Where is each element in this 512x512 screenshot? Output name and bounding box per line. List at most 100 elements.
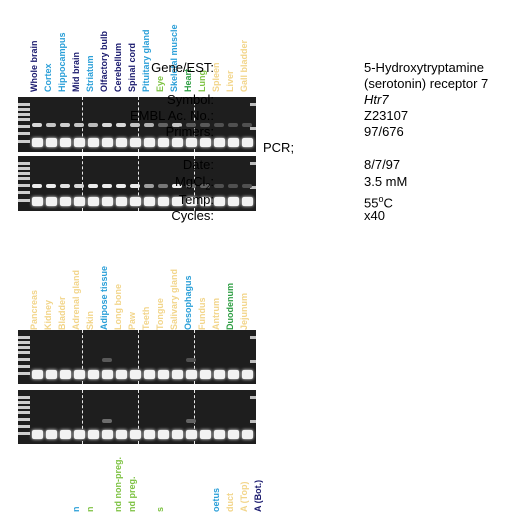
temp-value: 55oC: [364, 194, 393, 211]
primer-dimer-band: [143, 138, 155, 147]
primer-dimer-band: [101, 370, 113, 379]
ladder-band: [18, 396, 30, 399]
primer-dimer-band: [241, 138, 253, 147]
ladder-band: [18, 341, 30, 344]
ladder-band: [18, 406, 30, 409]
lane-label: Mid brain: [71, 52, 81, 92]
primer-dimer-band: [185, 138, 197, 147]
lane-label: Antrum: [211, 298, 221, 330]
ladder-band: [18, 358, 30, 361]
lane-label: nd preg.: [127, 476, 137, 512]
ladder-band: [18, 365, 30, 368]
symbol-key: Symbol:: [167, 92, 214, 107]
pcr-band: [228, 184, 238, 188]
primer-dimer-band: [199, 430, 211, 439]
primer-dimer-band: [213, 197, 225, 206]
pcr-band: [60, 123, 70, 127]
primer-dimer-band: [31, 430, 43, 439]
lane-label: Gall bladder: [239, 39, 249, 92]
lane-label: Eye: [155, 75, 165, 92]
lane-label: A (Top): [239, 481, 249, 512]
panel2-gel-bottom: [18, 390, 256, 444]
primer-dimer-band: [185, 197, 197, 206]
ladder-band: [250, 396, 256, 399]
primer-dimer-band: [227, 430, 239, 439]
pcr-band: [32, 123, 42, 127]
pcr-band: [186, 184, 196, 188]
pcr-band: [130, 184, 140, 188]
lane-label: Whole brain: [29, 40, 39, 93]
ladder-band: [18, 401, 30, 404]
lane-divider: [82, 156, 83, 211]
primer-dimer-band: [129, 197, 141, 206]
primer-dimer-band: [87, 370, 99, 379]
lane-label: Bladder: [57, 296, 67, 330]
lane-label: duct: [225, 493, 235, 512]
pcr-band: [200, 184, 210, 188]
date-value: 8/7/97: [364, 157, 401, 172]
primer-dimer-band: [185, 430, 197, 439]
lane-label: Teeth: [141, 306, 151, 330]
pcr-band: [74, 184, 84, 188]
lane-divider: [194, 330, 195, 384]
primer-dimer-band: [241, 197, 253, 206]
lane-divider: [82, 330, 83, 384]
ladder-band: [18, 167, 30, 170]
ladder-band: [250, 162, 256, 165]
primer-dimer-band: [171, 138, 183, 147]
pcr-band: [214, 184, 224, 188]
primer-dimer-band: [199, 138, 211, 147]
lane-label: nd non-preg.: [113, 457, 123, 512]
primer-dimer-band: [115, 197, 127, 206]
lane-label: Duodenum: [225, 283, 235, 330]
primer-dimer-band: [157, 370, 169, 379]
ladder-band: [18, 351, 30, 354]
primer-dimer-band: [227, 138, 239, 147]
pcr-band: [116, 123, 126, 127]
lane-label: Spinal cord: [127, 42, 137, 92]
primers-key: Primers:: [165, 124, 214, 139]
embl-key: EMBL Ac. No.:: [129, 108, 214, 123]
pcr-band: [172, 123, 182, 127]
mgcl-value: 3.5 mM: [364, 174, 408, 189]
pcr-band: [102, 419, 112, 423]
lane-label: Paw: [127, 311, 137, 330]
pcr-band: [186, 419, 196, 423]
lane-label: Cerebellum: [113, 42, 123, 92]
pcr-band: [88, 184, 98, 188]
lane-label: Pancreas: [29, 289, 39, 330]
primer-dimer-band: [59, 430, 71, 439]
ladder-band: [18, 199, 30, 202]
panel3-lane-labels: n n nd non-preg. nd preg. s oetus duct A (Top) A…: [30, 432, 270, 512]
ladder-band: [250, 336, 256, 339]
lane-label: Tongue: [155, 298, 165, 330]
ladder-band: [18, 425, 30, 428]
mgcl-key: MgCl2:: [175, 174, 214, 192]
primer-dimer-band: [45, 138, 57, 147]
lane-label: Jejunum: [239, 292, 249, 330]
primer-dimer-band: [227, 370, 239, 379]
pcr-band: [228, 123, 238, 127]
gene-key: Gene/EST:: [151, 60, 214, 75]
cycles-value: x40: [364, 208, 385, 223]
lane-label: oetus: [211, 487, 221, 512]
pcr-band: [32, 184, 42, 188]
pcr-band: [88, 123, 98, 127]
pcr-band: [242, 184, 252, 188]
lane-label: Salivary gland: [169, 268, 179, 330]
ladder-band: [250, 127, 256, 130]
pcr-band: [158, 184, 168, 188]
primer-dimer-band: [73, 430, 85, 439]
lane-label: s: [155, 506, 165, 512]
primer-dimer-band: [241, 370, 253, 379]
primer-dimer-band: [115, 138, 127, 147]
ladder-band: [18, 432, 30, 435]
primer-dimer-band: [73, 197, 85, 206]
primer-dimer-band: [157, 197, 169, 206]
primer-dimer-band: [213, 430, 225, 439]
ladder-band: [18, 346, 30, 349]
ladder-band: [18, 177, 30, 180]
lane-label: Hippocampus: [57, 32, 67, 92]
primer-dimer-band: [157, 138, 169, 147]
lane-label: Oesophagus: [183, 275, 193, 330]
